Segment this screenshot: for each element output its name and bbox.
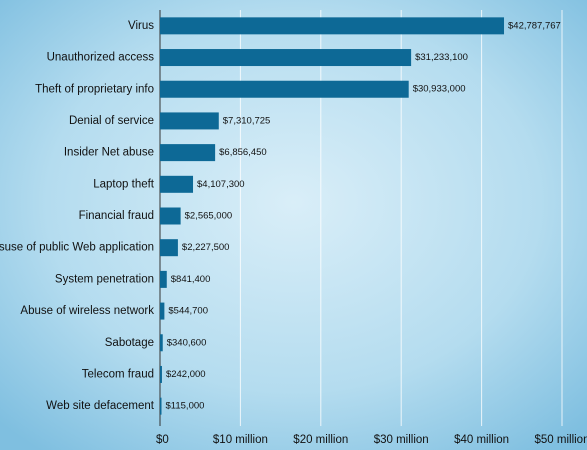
category-label: Sabotage — [105, 337, 154, 349]
category-label: Laptop theft — [93, 178, 155, 190]
bar — [160, 302, 165, 320]
value-label: $242,000 — [166, 369, 206, 380]
x-tick-label: $30 million — [374, 434, 429, 446]
category-label: Theft of proprietary info — [35, 83, 154, 95]
bar — [160, 49, 412, 67]
bar — [160, 144, 216, 162]
bar — [160, 80, 409, 98]
bar — [160, 112, 219, 130]
x-tick-label: $10 million — [213, 434, 268, 446]
category-label: Misuse of public Web application — [0, 242, 154, 254]
value-label: $42,787,767 — [508, 20, 561, 31]
value-label: $30,933,000 — [413, 84, 466, 95]
x-tick-label: $20 million — [293, 434, 348, 446]
bar — [160, 239, 178, 257]
value-label: $2,565,000 — [185, 211, 233, 222]
value-label: $115,000 — [166, 401, 205, 412]
value-label: $2,227,500 — [182, 242, 230, 253]
value-label: $544,700 — [168, 306, 208, 317]
category-label: Virus — [128, 20, 154, 32]
bar — [160, 365, 162, 383]
value-label: $340,600 — [167, 337, 207, 348]
x-tick-label: $0 — [156, 434, 169, 446]
bar — [160, 397, 162, 415]
category-label: Financial fraud — [79, 210, 154, 222]
category-label: System penetration — [55, 273, 154, 285]
x-tick-label: $40 million — [454, 434, 509, 446]
value-label: $4,107,300 — [197, 179, 245, 190]
value-label: $841,400 — [171, 274, 211, 285]
bar — [160, 207, 181, 225]
bar — [160, 334, 163, 352]
bar — [160, 175, 194, 193]
bar — [160, 270, 167, 288]
bar — [160, 17, 505, 35]
category-label: Insider Net abuse — [64, 147, 154, 159]
value-label: $31,233,100 — [415, 52, 468, 63]
category-label: Denial of service — [69, 115, 154, 127]
category-label: Unauthorized access — [47, 52, 155, 64]
value-label: $7,310,725 — [223, 115, 271, 126]
category-label: Web site defacement — [46, 400, 155, 412]
value-label: $6,856,450 — [219, 147, 267, 158]
category-label: Telecom fraud — [82, 368, 154, 380]
x-tick-label: $50 million — [535, 434, 587, 446]
category-label: Abuse of wireless network — [20, 305, 154, 317]
